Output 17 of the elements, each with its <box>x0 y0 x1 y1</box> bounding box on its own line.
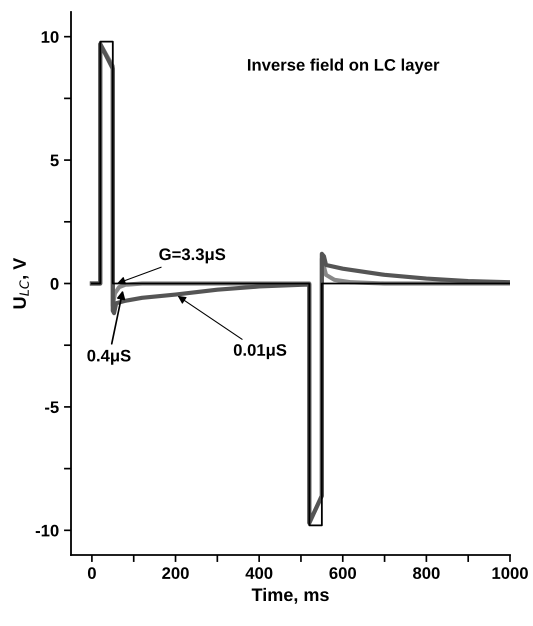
x-tick-label: 600 <box>329 567 356 580</box>
annotation: 0.01μS <box>234 344 286 360</box>
x-tick-label: 400 <box>245 567 272 580</box>
x-axis-title: Time, ms <box>252 588 329 604</box>
y-tick-label: 10 <box>42 31 59 43</box>
text: Inverse field on LC layer <box>248 58 440 74</box>
y-tick-label: 5 <box>50 154 59 166</box>
x-tick-label: 200 <box>162 567 189 580</box>
annotation: G=3.3μS <box>159 248 226 264</box>
x-tick-label: 0 <box>88 567 96 580</box>
annotation: 0.4μS <box>87 350 131 365</box>
y-tick-label: 0 <box>50 278 59 290</box>
x-tick-label: 1000 <box>492 567 528 580</box>
y-tick-label: -10 <box>36 524 59 537</box>
y-tick-label: -5 <box>45 401 59 414</box>
y-axis-title: U$_{LC}$, V <box>13 258 29 308</box>
x-tick-label: 800 <box>413 567 440 580</box>
